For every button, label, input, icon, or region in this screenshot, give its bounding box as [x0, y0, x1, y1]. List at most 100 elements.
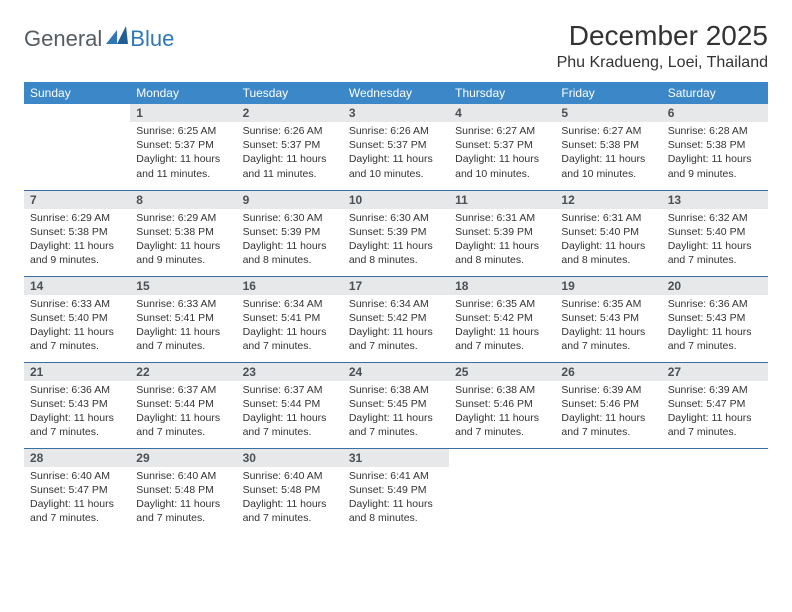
day-detail-line: Sunset: 5:40 PM — [30, 311, 124, 325]
day-detail-line: and 7 minutes. — [30, 339, 124, 353]
day-detail-line: Sunset: 5:38 PM — [561, 138, 655, 152]
day-detail-line: Sunrise: 6:27 AM — [561, 124, 655, 138]
day-detail-line: Daylight: 11 hours — [455, 239, 549, 253]
calendar-week-row: 28 Sunrise: 6:40 AM Sunset: 5:47 PMDayligh… — [24, 448, 768, 534]
day-detail-line: and 11 minutes. — [243, 167, 337, 181]
day-number: 11 — [449, 191, 555, 209]
day-detail-line: Sunset: 5:37 PM — [349, 138, 443, 152]
day-details: Sunrise: 6:25 AMSunset: 5:37 PMDaylight:… — [130, 122, 236, 185]
day-detail-line: Sunrise: 6:27 AM — [455, 124, 549, 138]
day-detail-line: and 7 minutes. — [136, 339, 230, 353]
day-detail-line: Sunrise: 6:37 AM — [243, 383, 337, 397]
day-detail-line: Sunrise: 6:40 AM — [243, 469, 337, 483]
calendar-day-cell: 5Sunrise: 6:27 AMSunset: 5:38 PMDaylight… — [555, 104, 661, 190]
day-details: Sunrise: 6:34 AMSunset: 5:41 PMDaylight:… — [237, 295, 343, 358]
weekday-header: Saturday — [662, 82, 768, 104]
calendar-day-cell — [24, 104, 130, 190]
day-detail-line: and 7 minutes. — [243, 339, 337, 353]
weekday-header: Friday — [555, 82, 661, 104]
weekday-header: Tuesday — [237, 82, 343, 104]
weekday-header: Sunday — [24, 82, 130, 104]
calendar-day-cell: 24Sunrise: 6:38 AMSunset: 5:45 PMDayligh… — [343, 362, 449, 448]
day-detail-line: and 9 minutes. — [136, 253, 230, 267]
day-number: 19 — [555, 277, 661, 295]
day-details: Sunrise: 6:33 AMSunset: 5:41 PMDaylight:… — [130, 295, 236, 358]
day-detail-line: Sunset: 5:46 PM — [561, 397, 655, 411]
day-number: 25 — [449, 363, 555, 381]
day-detail-line: Sunrise: 6:33 AM — [136, 297, 230, 311]
calendar-day-cell: 22Sunrise: 6:37 AMSunset: 5:44 PMDayligh… — [130, 362, 236, 448]
day-detail-line: Daylight: 11 hours — [668, 325, 762, 339]
calendar-day-cell: 17Sunrise: 6:34 AMSunset: 5:42 PMDayligh… — [343, 276, 449, 362]
day-detail-line: Sunset: 5:39 PM — [349, 225, 443, 239]
day-detail-line: Sunset: 5:43 PM — [30, 397, 124, 411]
calendar-day-cell: 6Sunrise: 6:28 AMSunset: 5:38 PMDaylight… — [662, 104, 768, 190]
header: General Blue December 2025 Phu Kradueng,… — [24, 20, 768, 72]
calendar-day-cell — [449, 448, 555, 534]
day-detail-line: and 7 minutes. — [136, 425, 230, 439]
day-detail-line: and 7 minutes. — [243, 511, 337, 525]
day-number: 31 — [343, 449, 449, 467]
calendar-day-cell: 1Sunrise: 6:25 AMSunset: 5:37 PMDaylight… — [130, 104, 236, 190]
day-number: 8 — [130, 191, 236, 209]
day-number: 18 — [449, 277, 555, 295]
day-details: Sunrise: 6:36 AMSunset: 5:43 PMDaylight:… — [662, 295, 768, 358]
day-number: 20 — [662, 277, 768, 295]
calendar-day-cell: 30Sunrise: 6:40 AMSunset: 5:48 PMDayligh… — [237, 448, 343, 534]
day-detail-line: and 7 minutes. — [349, 339, 443, 353]
calendar-day-cell — [662, 448, 768, 534]
day-number: 10 — [343, 191, 449, 209]
day-detail-line: and 7 minutes. — [668, 339, 762, 353]
day-detail-line: and 7 minutes. — [455, 425, 549, 439]
day-details: Sunrise: 6:35 AMSunset: 5:42 PMDaylight:… — [449, 295, 555, 358]
calendar-day-cell: 25Sunrise: 6:38 AMSunset: 5:46 PMDayligh… — [449, 362, 555, 448]
day-details: Sunrise: 6:39 AMSunset: 5:47 PMDaylight:… — [662, 381, 768, 444]
day-detail-line: and 8 minutes. — [243, 253, 337, 267]
day-detail-line: Daylight: 11 hours — [243, 325, 337, 339]
day-detail-line: Sunrise: 6:35 AM — [455, 297, 549, 311]
day-detail-line: Sunset: 5:46 PM — [455, 397, 549, 411]
day-detail-line: Sunrise: 6:37 AM — [136, 383, 230, 397]
day-detail-line: and 7 minutes. — [668, 253, 762, 267]
day-detail-line: Sunrise: 6:36 AM — [30, 383, 124, 397]
day-detail-line: Sunset: 5:42 PM — [455, 311, 549, 325]
day-details: Sunrise: 6:40 AMSunset: 5:48 PMDaylight:… — [237, 467, 343, 530]
day-details: Sunrise: 6:37 AMSunset: 5:44 PMDaylight:… — [130, 381, 236, 444]
day-details: Sunrise: 6:37 AMSunset: 5:44 PMDaylight:… — [237, 381, 343, 444]
day-details: Sunrise: 6:30 AMSunset: 5:39 PMDaylight:… — [237, 209, 343, 272]
day-detail-line: Daylight: 11 hours — [668, 239, 762, 253]
calendar-day-cell: 18Sunrise: 6:35 AMSunset: 5:42 PMDayligh… — [449, 276, 555, 362]
calendar-day-cell: 27Sunrise: 6:39 AMSunset: 5:47 PMDayligh… — [662, 362, 768, 448]
day-details: Sunrise: 6:29 AMSunset: 5:38 PMDaylight:… — [130, 209, 236, 272]
day-detail-line: and 10 minutes. — [561, 167, 655, 181]
day-detail-line: Sunset: 5:48 PM — [136, 483, 230, 497]
calendar-day-cell: 29Sunrise: 6:40 AMSunset: 5:48 PMDayligh… — [130, 448, 236, 534]
day-detail-line: Daylight: 11 hours — [243, 239, 337, 253]
calendar-day-cell: 2Sunrise: 6:26 AMSunset: 5:37 PMDaylight… — [237, 104, 343, 190]
day-detail-line: Sunset: 5:47 PM — [30, 483, 124, 497]
day-detail-line: Sunset: 5:38 PM — [136, 225, 230, 239]
calendar-day-cell: 4Sunrise: 6:27 AMSunset: 5:37 PMDaylight… — [449, 104, 555, 190]
day-number: 3 — [343, 104, 449, 122]
calendar-day-cell: 12Sunrise: 6:31 AMSunset: 5:40 PMDayligh… — [555, 190, 661, 276]
day-number: 28 — [24, 449, 130, 467]
day-detail-line: Daylight: 11 hours — [30, 497, 124, 511]
day-details: Sunrise: 6:36 AMSunset: 5:43 PMDaylight:… — [24, 381, 130, 444]
day-detail-line: Sunrise: 6:29 AM — [30, 211, 124, 225]
day-detail-line: Sunset: 5:41 PM — [243, 311, 337, 325]
day-detail-line: Sunset: 5:38 PM — [30, 225, 124, 239]
calendar-day-cell: 28Sunrise: 6:40 AMSunset: 5:47 PMDayligh… — [24, 448, 130, 534]
calendar-table: SundayMondayTuesdayWednesdayThursdayFrid… — [24, 82, 768, 534]
day-number: 13 — [662, 191, 768, 209]
day-number: 23 — [237, 363, 343, 381]
day-detail-line: and 7 minutes. — [243, 425, 337, 439]
day-detail-line: Sunrise: 6:26 AM — [349, 124, 443, 138]
day-detail-line: Sunset: 5:48 PM — [243, 483, 337, 497]
weekday-header: Thursday — [449, 82, 555, 104]
calendar-day-cell: 13Sunrise: 6:32 AMSunset: 5:40 PMDayligh… — [662, 190, 768, 276]
day-detail-line: Daylight: 11 hours — [349, 411, 443, 425]
day-detail-line: Sunset: 5:37 PM — [243, 138, 337, 152]
day-details: Sunrise: 6:39 AMSunset: 5:46 PMDaylight:… — [555, 381, 661, 444]
day-number: 7 — [24, 191, 130, 209]
day-detail-line: and 11 minutes. — [136, 167, 230, 181]
